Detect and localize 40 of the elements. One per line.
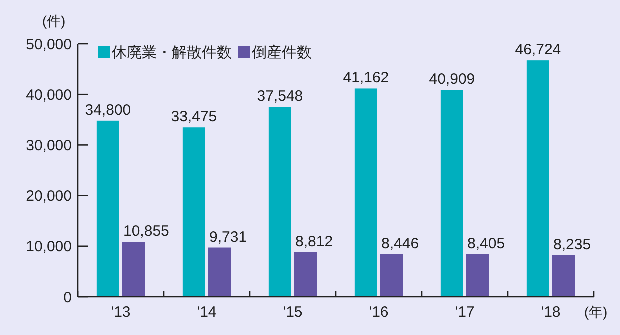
x-tick-label: '13 xyxy=(111,304,131,321)
bar xyxy=(440,90,464,297)
data-label: 37,548 xyxy=(257,88,304,106)
data-label: 41,162 xyxy=(343,70,390,87)
x-tick-label: '17 xyxy=(455,304,475,321)
x-tick-label: '14 xyxy=(197,304,217,321)
data-label: 8,235 xyxy=(554,236,592,254)
data-label: 40,909 xyxy=(429,71,476,88)
bar xyxy=(552,255,576,297)
y-tick-label: 0 xyxy=(64,289,72,306)
x-tick-label: '15 xyxy=(283,304,303,321)
x-tick-label: '16 xyxy=(369,304,389,321)
data-label: 10,855 xyxy=(124,223,170,240)
bar xyxy=(294,252,318,297)
bar xyxy=(268,107,292,297)
bar xyxy=(96,120,120,297)
bar xyxy=(466,254,490,297)
bar xyxy=(208,248,232,297)
x-axis-title: (年) xyxy=(584,304,608,320)
bar xyxy=(526,60,550,297)
data-label: 8,812 xyxy=(296,233,334,250)
data-label: 33,475 xyxy=(171,108,218,126)
bar xyxy=(380,254,404,297)
legend-label: 倒産件数 xyxy=(252,44,312,62)
y-tick-label: 30,000 xyxy=(26,137,72,154)
y-axis-title: (件) xyxy=(42,13,66,29)
y-tick-label: 50,000 xyxy=(26,36,72,54)
data-label: 34,800 xyxy=(85,102,132,119)
y-tick-label: 40,000 xyxy=(26,86,72,104)
data-label: 46,724 xyxy=(515,42,562,59)
bar xyxy=(182,128,206,297)
data-label: 8,405 xyxy=(468,235,506,252)
x-tick-label: '18 xyxy=(541,304,561,321)
legend-label: 休廃業・解散件数 xyxy=(112,44,232,62)
y-tick-label: 10,000 xyxy=(26,238,72,256)
data-label: 8,446 xyxy=(382,235,420,252)
data-label: 9,731 xyxy=(210,228,248,246)
bar xyxy=(122,242,146,297)
y-tick-label: 20,000 xyxy=(26,188,72,206)
bar xyxy=(354,88,378,297)
